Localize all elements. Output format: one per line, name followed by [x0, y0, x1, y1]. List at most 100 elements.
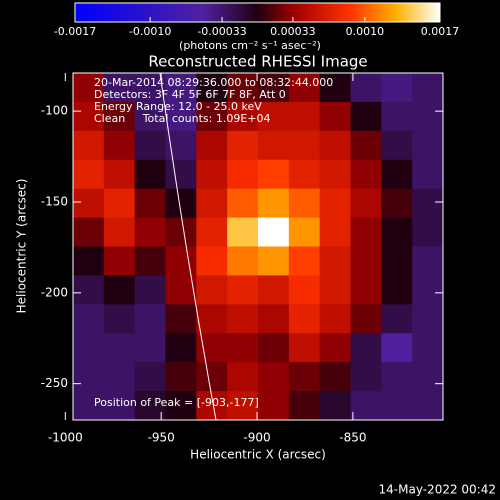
heatmap-cell [288, 188, 321, 219]
heatmap-cell [196, 159, 228, 190]
heatmap-cell [288, 304, 321, 334]
heatmap-cell [319, 217, 351, 247]
heatmap-cell [381, 246, 413, 276]
heatmap-cell [258, 101, 290, 132]
heatmap-cell [319, 304, 351, 334]
heatmap-cell [103, 73, 136, 103]
heatmap-cell [319, 159, 351, 190]
heatmap-cell [288, 217, 321, 247]
heatmap-cell [134, 159, 166, 190]
heatmap-cell [73, 188, 105, 219]
y-axis-label: Heliocentric Y (arcsec) [15, 179, 29, 314]
heatmap-cell [381, 217, 413, 247]
y-tick-label: -150 [41, 194, 68, 208]
heatmap-cell [227, 101, 259, 132]
heatmap-cell [134, 188, 166, 219]
heatmap-cell [196, 73, 228, 103]
heatmap-cell [350, 391, 382, 421]
heatmap-cell [165, 391, 197, 421]
heatmap-cell [196, 217, 228, 247]
y-tick-label: -100 [41, 104, 68, 118]
heatmap-cell [73, 130, 105, 161]
chart-title: Reconstructed RHESSI Image [148, 53, 367, 71]
heatmap-cell [196, 101, 228, 132]
x-axis-label: Heliocentric X (arcsec) [190, 448, 326, 462]
heatmap-cell [227, 391, 259, 421]
heatmap-cell [103, 188, 136, 219]
heatmap-cell [381, 73, 413, 103]
heatmap-cell [319, 362, 351, 392]
heatmap-cell [381, 275, 413, 305]
heatmap-cell [412, 275, 444, 305]
heatmap-cell [134, 246, 166, 276]
x-tick-label: -900 [243, 431, 270, 445]
heatmap-cell [319, 246, 351, 276]
heatmap-cell [412, 188, 444, 219]
x-tick-label: -950 [148, 431, 175, 445]
heatmap-cell [227, 304, 259, 334]
heatmap-cell [227, 188, 259, 219]
heatmap-cell [103, 217, 136, 247]
x-tick-label: -1000 [48, 431, 83, 445]
colorbar-tick-label: 0.0010 [346, 25, 385, 38]
heatmap-cell [103, 333, 136, 363]
heatmap-cell [381, 304, 413, 334]
heatmap-cell [134, 362, 166, 392]
heatmap-cell [196, 130, 228, 161]
y-tick-label: -200 [41, 285, 68, 299]
heatmap-cell [73, 362, 105, 392]
heatmap-cell [288, 73, 321, 103]
y-tick-label: -250 [41, 376, 68, 390]
heatmap-cell [288, 333, 321, 363]
heatmap-cell [165, 217, 197, 247]
heatmap-cell [381, 159, 413, 190]
heatmap-cell [381, 333, 413, 363]
heatmap-cell [103, 362, 136, 392]
heatmap-cell [319, 391, 351, 421]
heatmap-cell [165, 101, 197, 132]
heatmap-cell [73, 159, 105, 190]
heatmap-cell [134, 101, 166, 132]
heatmap-cell [258, 130, 290, 161]
heatmap [73, 73, 444, 421]
colorbar-tick-label: 0.00033 [270, 25, 316, 38]
heatmap-cell [412, 391, 444, 421]
heatmap-cell [227, 333, 259, 363]
plot-frame [72, 72, 444, 421]
heatmap-cell [103, 159, 136, 190]
heatmap-cell [196, 362, 228, 392]
heatmap-cell [73, 73, 105, 103]
heatmap-cell [288, 130, 321, 161]
heatmap-cell [381, 130, 413, 161]
footer: 14-May-2022 00:42 [379, 483, 496, 497]
heatmap-cell [258, 73, 290, 103]
heatmap-cell [350, 333, 382, 363]
heatmap-cell [412, 304, 444, 334]
heatmap-cell [319, 275, 351, 305]
heatmap-cell [258, 275, 290, 305]
heatmap-cell [258, 333, 290, 363]
heatmap-cell [134, 304, 166, 334]
heatmap-cell [134, 333, 166, 363]
heatmap-cell [350, 275, 382, 305]
heatmap-cell [103, 304, 136, 334]
heatmap-cell [165, 246, 197, 276]
annotation: Energy Range: 12.0 - 25.0 keV [94, 100, 262, 113]
heatmap-cell [134, 275, 166, 305]
heatmap-cell [350, 73, 382, 103]
heatmap-cell [350, 246, 382, 276]
colorbar-label: (photons cm⁻² s⁻¹ asec⁻²) [179, 39, 321, 52]
heatmap-cell [73, 391, 105, 421]
heatmap-cell [134, 130, 166, 161]
heatmap-cell [196, 304, 228, 334]
heatmap-cell [288, 101, 321, 132]
heatmap-cell [73, 304, 105, 334]
heatmap-cell [73, 217, 105, 247]
heatmap-cell [319, 188, 351, 219]
heatmap-cell [258, 391, 290, 421]
heatmap-cell [227, 73, 259, 103]
heatmap-cell [196, 246, 228, 276]
heatmap-cell [412, 130, 444, 161]
heatmap-cell [319, 130, 351, 161]
heatmap-cell [412, 333, 444, 363]
